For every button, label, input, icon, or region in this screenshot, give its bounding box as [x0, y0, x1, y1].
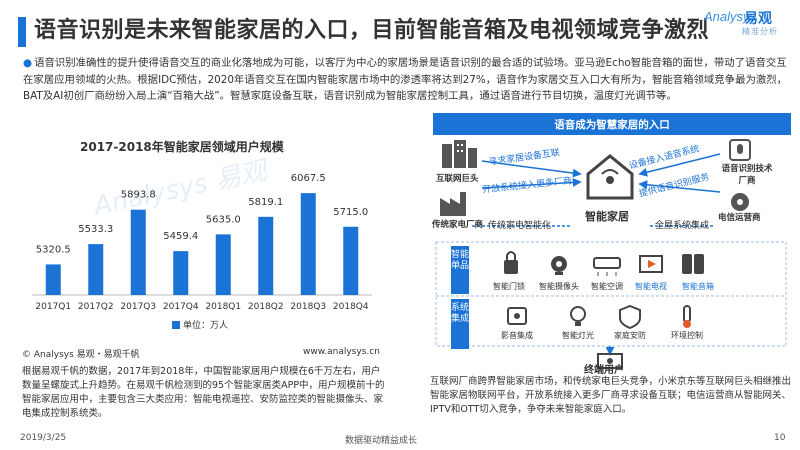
chart-source-left: © Analysys 易观・易观千帆 — [22, 350, 140, 360]
arrow-label-6: 全屋系统集成 — [655, 221, 710, 231]
category-tick-label: 2018Q3 — [290, 302, 326, 312]
device-smart-speaker: 智能音箱 — [682, 282, 714, 291]
bar-value-label: 5635.0 — [206, 214, 241, 225]
smart-camera-icon — [551, 256, 567, 275]
category-tick-label: 2017Q4 — [163, 302, 199, 312]
chart-source-right: www.analysys.cn — [303, 347, 380, 357]
bar-2017Q2 — [88, 244, 104, 295]
page-title: 语音识别是未来智能家居的入口，目前智能音箱及电视领域竞争激烈 — [34, 18, 710, 43]
intro-paragraph: ● 语音识别准确性的提升使得语音交互的商业化落地成为可能，以客厅为中心的家居场景是… — [23, 55, 788, 105]
system-lighting: 智能灯光 — [562, 331, 594, 340]
bar-value-label: 5715.0 — [333, 207, 368, 218]
title-accent-bar — [18, 17, 26, 47]
microphone-chip-icon — [729, 139, 751, 161]
bullet-icon: ● — [23, 57, 33, 69]
legend-swatch — [172, 321, 180, 329]
bar-2018Q3 — [300, 193, 316, 295]
intro-text: 语音识别准确性的提升使得语音交互的商业化落地成为可能，以客厅为中心的家居场景是语… — [23, 57, 788, 102]
bar-value-label: 5893.8 — [121, 190, 156, 201]
diagram-graphics — [435, 139, 787, 369]
category-tick-label: 2018Q2 — [248, 302, 284, 312]
telecom-icon — [731, 193, 749, 211]
node-traditional-vendors: 传统家电厂商 — [432, 220, 484, 230]
analysys-logo: Analysys 易观 精准分析 — [704, 8, 786, 40]
left-analysis-text: 根据易观千帆的数据，2017年到2018年，中国智能家居用户规模在6千万左右，用… — [22, 366, 385, 419]
bar-2017Q3 — [130, 209, 146, 295]
diagram-header-label: 语音成为智慧家居的入口 — [554, 119, 670, 131]
page-number: 10 — [774, 433, 786, 443]
footer-date: 2019/3/25 — [20, 433, 67, 443]
bar-value-label: 5533.3 — [78, 224, 113, 235]
bar-2018Q2 — [258, 216, 274, 295]
device-smart-ac: 智能空调 — [591, 282, 623, 291]
device-smart-tv: 智能电视 — [635, 282, 667, 291]
system-security: 家庭安防 — [614, 331, 646, 340]
row-label-integration: 系统集成 — [451, 299, 469, 349]
home-security-icon — [619, 304, 641, 330]
category-tick-label: 2017Q2 — [78, 302, 114, 312]
node-internet-giants: 互联网巨头 — [436, 174, 479, 184]
system-env: 环境控制 — [671, 331, 703, 340]
smart-home-icon — [586, 154, 634, 200]
smart-ac-icon — [593, 257, 621, 276]
node-voice-vendors: 语音识别技术厂商 — [721, 164, 773, 186]
arrow-label-5: 传统家电智能化 — [488, 221, 552, 231]
category-tick-label: 2017Q1 — [35, 302, 71, 312]
footer-slogan: 数据驱动精益成长 — [345, 436, 418, 446]
env-control-icon — [683, 305, 691, 328]
chart-title: 2017-2018年智能家居领域用户规模 — [80, 140, 284, 154]
logo-sub: 精准分析 — [742, 27, 778, 36]
right-analysis-text: 互联网厂商跨界智能家居市场，和传统家电巨头竞争，小米京东等互联网巨头相继推出智能… — [430, 376, 792, 415]
factory-icon — [440, 192, 466, 216]
smart-light-icon — [570, 306, 586, 326]
logo-cn: 易观 — [744, 11, 772, 27]
bar-chart: 5320.5 2017Q1 5533.3 2017Q2 5893.8 2017Q3 5459… — [32, 173, 372, 312]
chart-legend: 单位：万人 — [172, 318, 228, 331]
av-integration-icon — [507, 307, 527, 325]
row-label-products: 智能单品 — [451, 246, 469, 294]
node-terminal-user: 终端用户 — [584, 365, 624, 376]
bar-2017Q1 — [45, 264, 61, 295]
device-smart-camera: 智能摄像头 — [539, 282, 579, 291]
smart-tv-icon — [639, 255, 663, 273]
bar-value-label: 6067.5 — [291, 173, 326, 184]
terminal-user-icon — [597, 353, 623, 369]
category-tick-label: 2018Q1 — [205, 302, 241, 312]
bar-2018Q1 — [215, 234, 231, 295]
node-telecom: 电信运营商 — [718, 213, 761, 223]
smart-lock-icon — [504, 251, 518, 274]
bar-value-label: 5320.5 — [36, 244, 71, 255]
logo-en: Analysys — [704, 9, 757, 24]
system-av: 影音集成 — [501, 331, 533, 340]
legend-label: 单位：万人 — [183, 321, 229, 331]
diagram-header: 语音成为智慧家居的入口 — [433, 113, 791, 135]
node-smart-home: 智能家居 — [585, 210, 629, 223]
bar-value-label: 5819.1 — [248, 197, 283, 208]
bar-value-label: 5459.4 — [163, 231, 198, 242]
smart-speaker-icon — [682, 254, 704, 274]
bar-2018Q4 — [343, 226, 359, 295]
bar-2017Q4 — [173, 251, 189, 295]
device-smart-lock: 智能门锁 — [493, 282, 525, 291]
building-icon — [442, 140, 477, 168]
category-tick-label: 2018Q4 — [333, 302, 369, 312]
category-tick-label: 2017Q3 — [120, 302, 156, 312]
